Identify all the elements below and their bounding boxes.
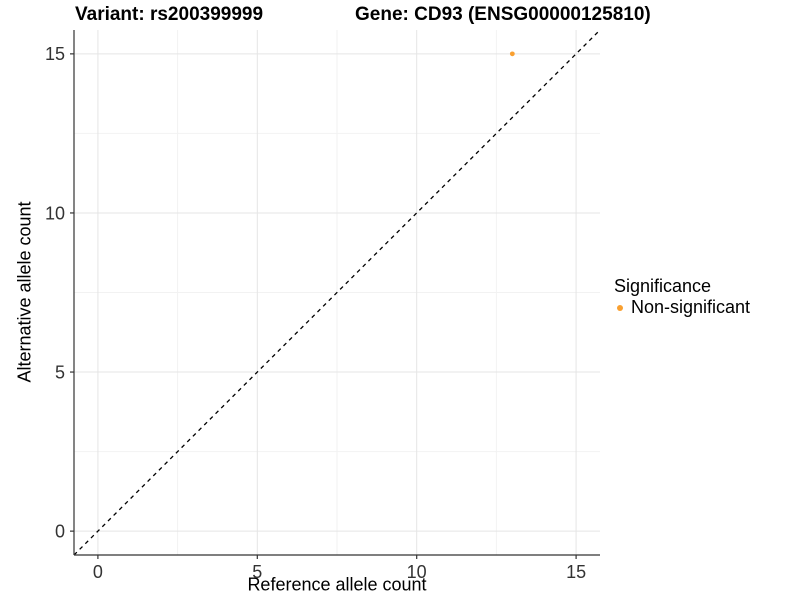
legend-title: Significance: [614, 276, 712, 296]
legend-point-icon: [617, 304, 623, 311]
legend-item-label: Non-significant: [631, 297, 751, 317]
data-point: [509, 51, 515, 57]
x-tick-label: 5: [252, 562, 262, 582]
x-axis-title: Reference allele count: [247, 574, 427, 595]
y-tick-label: 15: [45, 44, 65, 64]
chart-title-gene: Gene: CD93 (ENSG00000125810): [355, 4, 651, 25]
legend-item: Non-significant: [614, 297, 750, 318]
chart-title-variant: Variant: rs200399999: [75, 4, 264, 25]
identity-reference-line: [73, 29, 601, 556]
x-tick-label: 15: [566, 562, 586, 582]
y-tick-label: 0: [55, 521, 65, 541]
y-tick-label: 5: [55, 362, 65, 382]
x-tick-label: 0: [93, 562, 103, 582]
y-tick-label: 10: [45, 203, 65, 223]
legend: Significance Non-significant: [614, 276, 750, 318]
x-tick-label: 10: [407, 562, 427, 582]
